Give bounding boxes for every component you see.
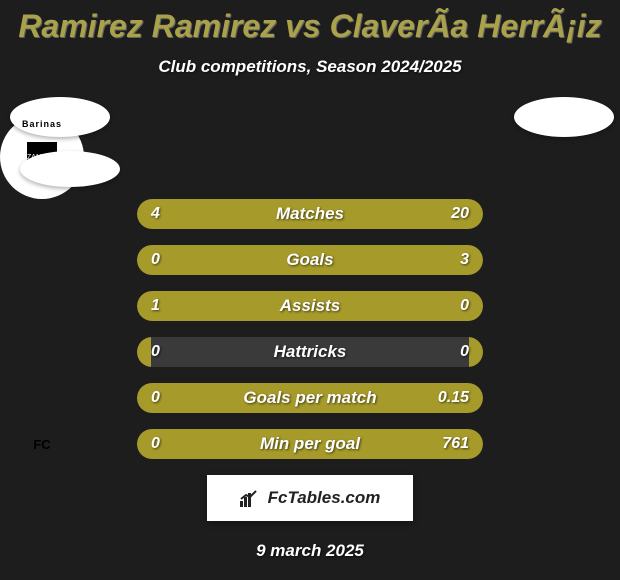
stat-row: 00Hattricks: [137, 337, 483, 367]
stat-row: 00.15Goals per match: [137, 383, 483, 413]
stat-row: 10Assists: [137, 291, 483, 321]
brand-icon: [240, 489, 262, 507]
team-left-badge-2: [20, 151, 120, 187]
subtitle: Club competitions, Season 2024/2025: [0, 57, 620, 77]
stat-row: 03Goals: [137, 245, 483, 275]
brand-text: FcTables.com: [268, 488, 381, 508]
date-text: 9 march 2025: [0, 541, 620, 561]
stat-label: Goals per match: [137, 383, 483, 413]
stat-label: Min per goal: [137, 429, 483, 459]
club-badge-bot: FC: [33, 438, 50, 451]
stat-rows: 420Matches 03Goals 10Assists 00Hattricks 00.…: [137, 199, 483, 459]
stat-label: Goals: [137, 245, 483, 275]
club-badge-top: Barinas: [22, 119, 62, 129]
page-title: Ramirez Ramirez vs ClaverÃ­a HerrÃ¡iz: [0, 0, 620, 45]
stat-label: Hattricks: [137, 337, 483, 367]
stats-area: Barinas ZAMORA FC 420Matches03Goals10Ass…: [0, 115, 620, 459]
comparison-infographic: Ramirez Ramirez vs ClaverÃ­a HerrÃ¡iz Cl…: [0, 0, 620, 580]
stat-label: Matches: [137, 199, 483, 229]
brand-box: FcTables.com: [207, 475, 413, 521]
team-right-badge-1: [514, 97, 614, 137]
team-left-badge-1: [10, 97, 110, 137]
stat-row: 0761Min per goal: [137, 429, 483, 459]
stat-label: Assists: [137, 291, 483, 321]
stat-row: 420Matches: [137, 199, 483, 229]
